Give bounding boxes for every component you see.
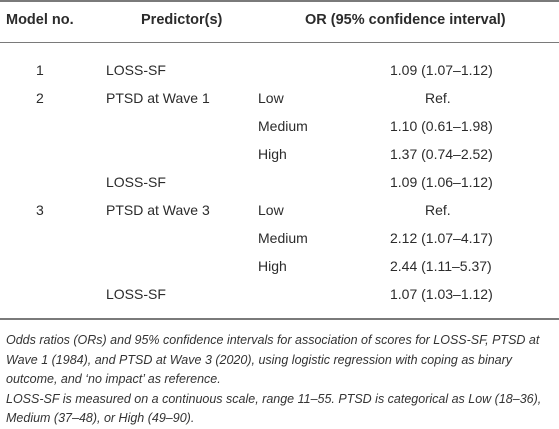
header-predictors: Predictor(s) — [141, 12, 223, 28]
cell-level: Low — [258, 202, 284, 218]
table-row: High 1.37 (0.74–2.52) — [0, 145, 559, 169]
header-model-no: Model no. — [6, 12, 74, 28]
cell-level: Medium — [258, 118, 308, 134]
cell-model: 1 — [36, 62, 44, 78]
table-row: LOSS-SF 1.07 (1.03–1.12) — [0, 285, 559, 309]
table-row: Medium 2.12 (1.07–4.17) — [0, 229, 559, 253]
cell-level: Medium — [258, 230, 308, 246]
table-footnotes: Odds ratios (ORs) and 95% confidence int… — [6, 331, 554, 429]
cell-or: 1.37 (0.74–2.52) — [390, 146, 493, 162]
cell-or: 1.09 (1.07–1.12) — [390, 62, 493, 78]
table-row: Medium 1.10 (0.61–1.98) — [0, 117, 559, 141]
cell-predictor: PTSD at Wave 3 — [106, 202, 210, 218]
cell-or: 2.44 (1.11–5.37) — [390, 258, 492, 274]
cell-or: Ref. — [425, 202, 451, 218]
cell-predictor: PTSD at Wave 1 — [106, 90, 210, 106]
footnote-odds-ratios: Odds ratios (ORs) and 95% confidence int… — [6, 333, 540, 386]
table-row: 3 PTSD at Wave 3 Low Ref. — [0, 201, 559, 225]
cell-model: 3 — [36, 202, 44, 218]
table-row: 1 LOSS-SF 1.09 (1.07–1.12) — [0, 61, 559, 85]
cell-level: Low — [258, 90, 284, 106]
table-row: LOSS-SF 1.09 (1.06–1.12) — [0, 173, 559, 197]
cell-or: 1.10 (0.61–1.98) — [390, 118, 493, 134]
footnote-scales: LOSS-SF is measured on a continuous scal… — [6, 391, 542, 426]
cell-predictor: LOSS-SF — [106, 174, 166, 190]
cell-level: High — [258, 258, 287, 274]
table-top-rule — [0, 0, 559, 2]
table-header-rule — [0, 42, 559, 43]
cell-or: Ref. — [425, 90, 451, 106]
table-row: 2 PTSD at Wave 1 Low Ref. — [0, 89, 559, 113]
table-bottom-rule — [0, 318, 559, 320]
cell-or: 1.07 (1.03–1.12) — [390, 286, 493, 302]
cell-model: 2 — [36, 90, 44, 106]
cell-or: 2.12 (1.07–4.17) — [390, 230, 493, 246]
cell-or: 1.09 (1.06–1.12) — [390, 174, 493, 190]
cell-predictor: LOSS-SF — [106, 286, 166, 302]
table-row: High 2.44 (1.11–5.37) — [0, 257, 559, 281]
header-odds-ratio: OR (95% confidence interval) — [305, 12, 506, 28]
cell-predictor: LOSS-SF — [106, 62, 166, 78]
cell-level: High — [258, 146, 287, 162]
